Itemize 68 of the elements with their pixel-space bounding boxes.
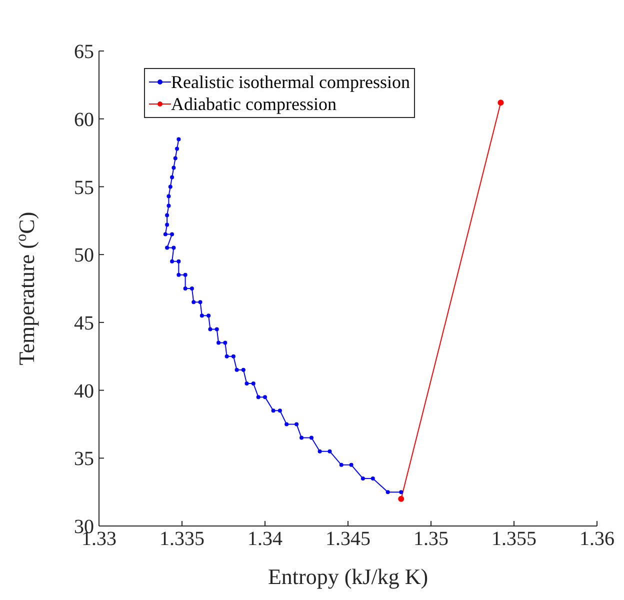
point: [498, 100, 504, 106]
x-tick-label: 1.345: [326, 528, 370, 550]
point: [251, 382, 256, 386]
y-tick-label: 60: [74, 108, 94, 131]
point: [166, 204, 171, 208]
point: [176, 137, 181, 142]
point: [166, 194, 171, 198]
point: [190, 286, 194, 290]
point: [198, 300, 202, 304]
point: [318, 449, 322, 454]
x-axis-title: Entropy (kJ/kg K): [268, 564, 428, 589]
y-tick-label: 35: [74, 448, 94, 470]
point: [170, 175, 174, 180]
point: [231, 354, 236, 358]
point: [360, 476, 365, 480]
point: [163, 232, 168, 236]
point: [172, 246, 176, 250]
point: [172, 166, 176, 170]
point: [241, 368, 246, 372]
point: [370, 476, 375, 480]
point: [216, 340, 221, 345]
y-tick-label: 40: [74, 380, 94, 402]
point: [223, 340, 228, 345]
point: [271, 408, 276, 413]
point: [214, 327, 219, 332]
point: [192, 300, 196, 304]
point: [183, 286, 188, 290]
legend-label: Realistic isothermal compression: [171, 71, 410, 93]
point: [208, 327, 212, 332]
point: [200, 314, 204, 318]
y-tick-label: 65: [74, 41, 94, 64]
point: [300, 436, 304, 440]
point: [170, 232, 174, 236]
point: [399, 490, 404, 494]
point: [398, 496, 404, 502]
point: [206, 314, 211, 318]
point: [173, 156, 178, 160]
x-tick-label: 1.355: [492, 528, 536, 550]
y-tick-label: 55: [74, 176, 94, 199]
point: [309, 436, 314, 440]
point: [170, 259, 174, 264]
x-tick-label: 1.36: [580, 528, 614, 550]
point: [183, 272, 188, 277]
x-tick-label: 1.35: [414, 528, 448, 550]
point: [224, 354, 229, 358]
point: [263, 395, 267, 400]
point: [168, 184, 172, 189]
y-tick-label: 50: [74, 244, 94, 267]
point: [328, 449, 332, 454]
point: [349, 462, 354, 467]
point: [175, 146, 180, 151]
point: [386, 490, 390, 494]
legend-label: Adiabatic compression: [171, 93, 336, 115]
point: [176, 259, 181, 264]
x-tick-label: 1.34: [248, 528, 282, 550]
y-tick-label: 45: [74, 312, 94, 335]
point: [165, 246, 170, 250]
point: [234, 368, 239, 372]
point: [294, 422, 299, 426]
point: [176, 272, 181, 277]
point: [165, 222, 170, 227]
point: [284, 422, 289, 426]
point: [244, 382, 249, 386]
point: [278, 408, 282, 413]
point: [256, 395, 260, 400]
point: [165, 213, 170, 218]
point: [339, 462, 344, 467]
x-tick-label: 1.335: [160, 528, 204, 550]
